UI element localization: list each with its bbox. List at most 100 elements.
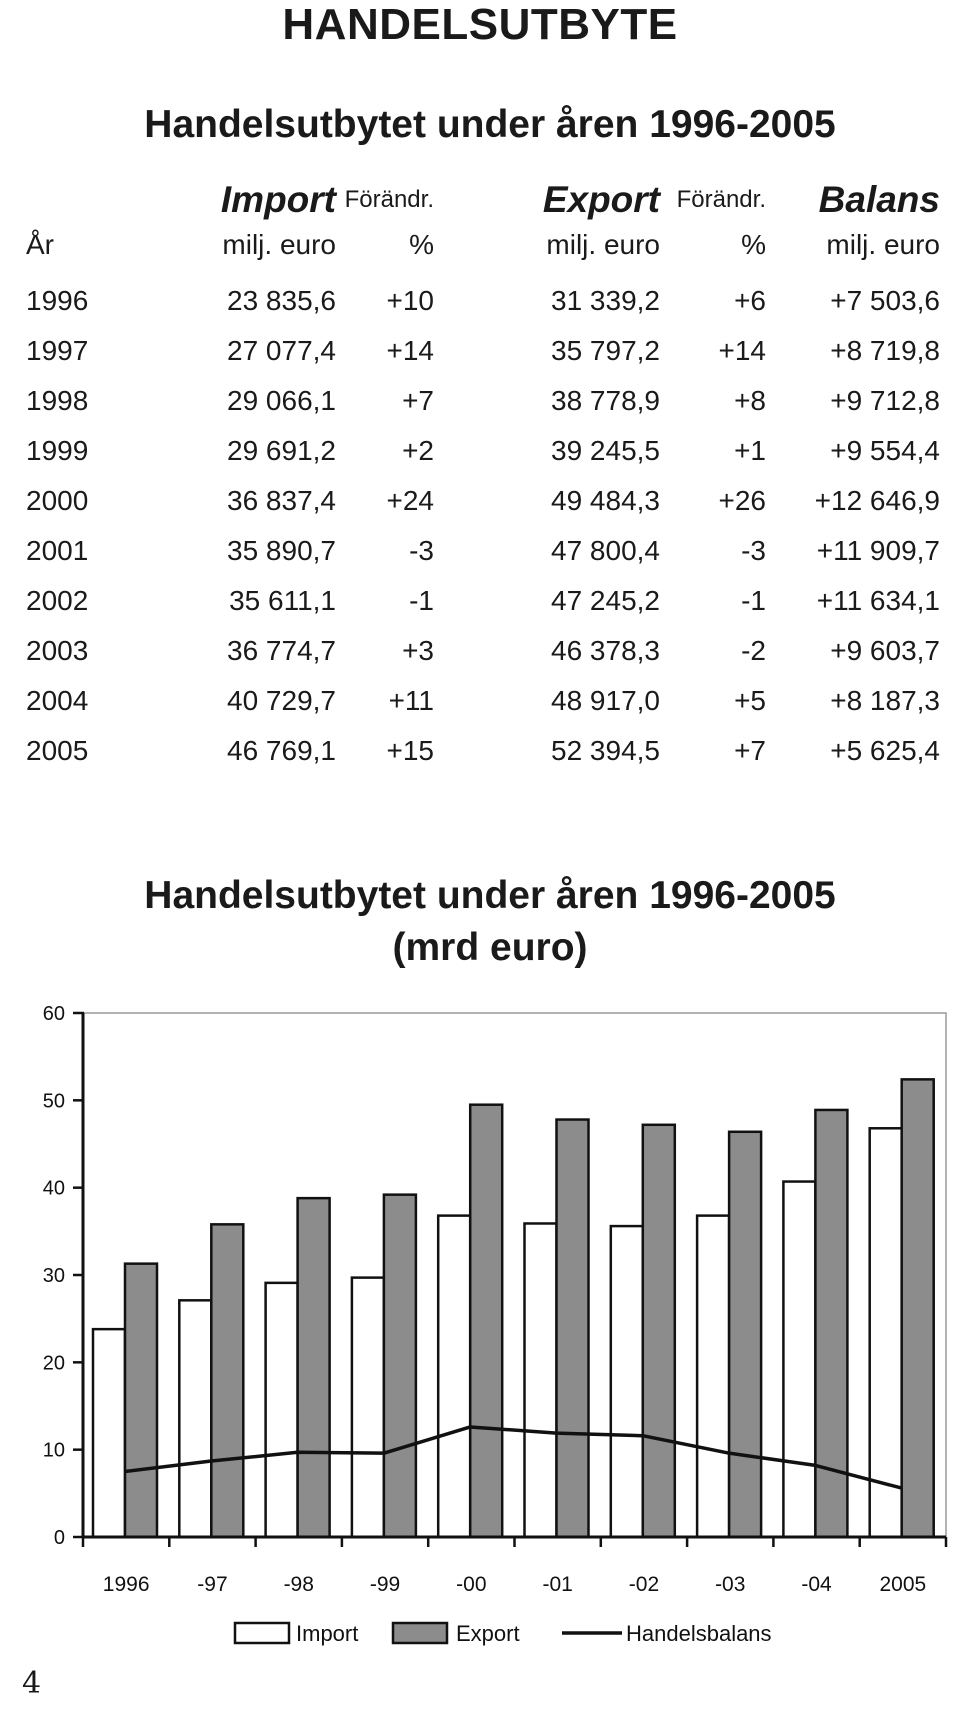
y-tick-label: 10 [43, 1440, 65, 1462]
y-tick-label: 60 [43, 1003, 65, 1025]
y-tick-label: 40 [43, 1178, 65, 1200]
x-tick-label: -97 [197, 1573, 227, 1596]
legend-label-handelsbalans: Handelsbalans [626, 1621, 772, 1646]
cell-import-change: -1 [409, 585, 434, 616]
cell-year: 2001 [26, 535, 89, 566]
y-tick-label: 0 [54, 1527, 65, 1549]
x-tick-label: 2005 [879, 1573, 926, 1596]
cell-year: 1997 [26, 335, 89, 366]
cell-balance: +9 603,7 [830, 635, 940, 666]
cell-import: 35 611,1 [229, 585, 336, 616]
cell-import-change: +11 [388, 685, 434, 716]
legend-label-import: Import [296, 1621, 358, 1646]
bar-import [523, 1222, 558, 1539]
cell-export-change: -3 [741, 535, 766, 566]
cell-import-change: +15 [386, 735, 435, 766]
unit-year: År [26, 229, 54, 260]
cell-import: 36 837,4 [227, 485, 336, 516]
cell-export: 35 797,2 [551, 335, 660, 366]
header-balance: Balans [818, 179, 940, 220]
cell-export-change: +26 [718, 485, 767, 516]
table-row: 1999 29 691,2 +2 39 245,5 +1 +9 554,4 [26, 426, 940, 476]
cell-export: 46 378,3 [551, 635, 660, 666]
bar-export [296, 1196, 331, 1539]
bar-import [350, 1276, 386, 1539]
cell-year: 1998 [26, 385, 89, 416]
cell-export-change: +14 [718, 335, 767, 366]
bar-export [210, 1223, 245, 1539]
bar-import [264, 1281, 299, 1539]
table-header-row-1: Import Förändr. Export Förändr. Balans [26, 176, 940, 224]
table-row: 2005 46 769,1 +15 52 394,5 +7 +5 625,4 [26, 726, 940, 776]
cell-export-change: +1 [734, 435, 766, 466]
unit-export: milj. euro [546, 229, 660, 260]
legend-swatch-export [391, 1621, 449, 1645]
cell-export: 31 339,2 [551, 285, 660, 316]
cell-import-change: +3 [402, 635, 434, 666]
x-tick-label: -99 [370, 1573, 400, 1596]
header-export: Export [542, 179, 660, 220]
cell-export: 38 778,9 [551, 385, 660, 416]
table-row: 2001 35 890,7 -3 47 800,4 -3 +11 909,7 [26, 526, 940, 576]
cell-import-change: +2 [402, 435, 434, 466]
x-tick-label: -98 [284, 1573, 314, 1596]
table-header-row-2: År milj. euro % milj. euro % milj. euro [26, 224, 940, 266]
table-row: 1996 23 835,6 +10 31 339,2 +6 +7 503,6 [26, 276, 940, 326]
cell-import: 35 890,7 [227, 535, 336, 566]
cell-export-change: +7 [734, 735, 766, 766]
unit-balance: milj. euro [826, 229, 940, 260]
table-row: 2004 40 729,7 +11 48 917,0 +5 +8 187,3 [26, 676, 940, 726]
cell-import-change: +14 [386, 335, 435, 366]
cell-import: 46 769,1 [227, 735, 336, 766]
cell-import: 29 066,1 [227, 385, 336, 416]
x-tick-label: -02 [629, 1573, 659, 1596]
bar-import [436, 1214, 472, 1539]
table-row: 1997 27 077,4 +14 35 797,2 +14 +8 719,8 [26, 326, 940, 376]
cell-export: 39 245,5 [551, 435, 660, 466]
x-tick-label: -04 [801, 1573, 832, 1596]
legend-swatch-import [233, 1621, 291, 1645]
table-row: 2000 36 837,4 +24 49 484,3 +26 +12 646,9 [26, 476, 940, 526]
cell-balance: +11 909,7 [816, 535, 940, 566]
cell-balance: +8 719,8 [830, 335, 940, 366]
header-import: Import [220, 179, 336, 220]
y-tick-label: 50 [43, 1090, 65, 1112]
cell-balance: +11 634,1 [816, 585, 940, 616]
cell-year: 2002 [26, 585, 89, 616]
cell-export-change: -2 [741, 635, 766, 666]
line-handelsbalans [124, 1425, 903, 1490]
cell-export: 48 917,0 [551, 685, 660, 716]
unit-export-change: % [741, 229, 766, 260]
cell-export: 49 484,3 [551, 485, 660, 516]
cell-export-change: -1 [741, 585, 766, 616]
y-tick-label: 20 [43, 1352, 65, 1374]
bar-import [609, 1224, 645, 1539]
cell-year: 2000 [26, 485, 89, 516]
cell-year: 1999 [26, 435, 89, 466]
cell-export: 47 245,2 [551, 585, 660, 616]
bar-export [468, 1103, 504, 1539]
unit-import: milj. euro [222, 229, 336, 260]
cell-import: 23 835,6 [227, 285, 336, 316]
cell-export-change: +8 [734, 385, 766, 416]
cell-balance: +8 187,3 [830, 685, 940, 716]
x-tick-label: -03 [715, 1573, 745, 1596]
x-tick-label: -00 [456, 1573, 486, 1596]
bar-import [91, 1327, 127, 1539]
unit-import-change: % [409, 229, 434, 260]
cell-import: 27 077,4 [227, 335, 336, 366]
chart-title: Handelsutbytet under åren 1996-2005 (mrd… [40, 870, 940, 974]
cell-import: 36 774,7 [227, 635, 336, 666]
table-title: Handelsutbytet under åren 1996-2005 [144, 103, 836, 146]
cell-export: 52 394,5 [551, 735, 660, 766]
page-heading: HANDELSUTBYTE [282, 0, 678, 49]
y-tick-label: 30 [43, 1265, 65, 1287]
cell-import-change: +24 [386, 485, 435, 516]
cell-export: 47 800,4 [551, 535, 660, 566]
bar-export [641, 1123, 677, 1539]
cell-import: 29 691,2 [227, 435, 336, 466]
cell-balance: +9 712,8 [830, 385, 940, 416]
cell-balance: +5 625,4 [830, 735, 940, 766]
bar-import [782, 1180, 817, 1539]
x-tick-label: 1996 [103, 1573, 150, 1596]
